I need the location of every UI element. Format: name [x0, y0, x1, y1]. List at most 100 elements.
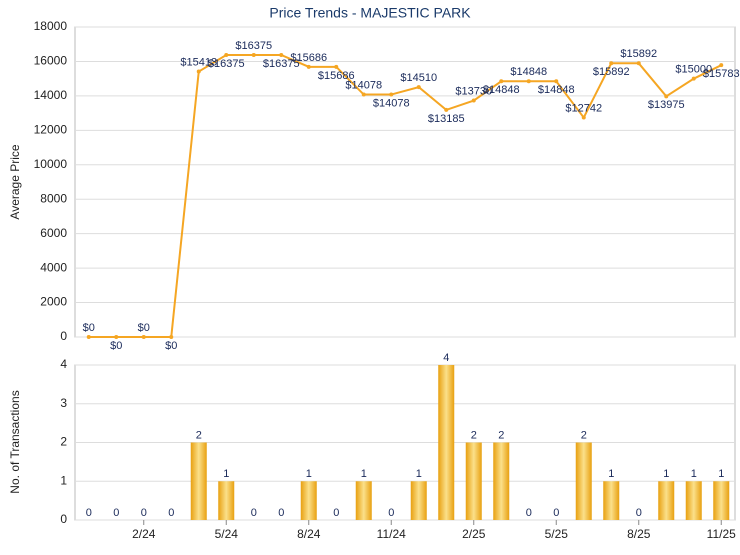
- y-tick-label: 3: [60, 396, 67, 410]
- data-label: 1: [663, 468, 669, 480]
- y-tick-label: 0: [60, 329, 67, 343]
- data-label: $16375: [235, 40, 272, 52]
- bar: [493, 442, 510, 520]
- point: [251, 52, 256, 57]
- point: [279, 52, 284, 57]
- data-label: $15892: [620, 48, 657, 60]
- data-label: 0: [113, 507, 119, 519]
- point: [471, 98, 476, 103]
- data-label: 0: [278, 507, 284, 519]
- y-tick-label: 2: [60, 435, 67, 449]
- x-tick-label: 11/24: [377, 527, 406, 541]
- point: [141, 335, 146, 339]
- data-label: 2: [581, 429, 587, 441]
- data-label: $15686: [290, 52, 327, 64]
- y-tick-label: 12000: [34, 123, 68, 137]
- point: [444, 107, 449, 112]
- point: [664, 94, 669, 99]
- point: [554, 79, 559, 84]
- data-label: 0: [636, 507, 642, 519]
- point: [526, 79, 531, 84]
- x-tick-label: 2/24: [132, 527, 156, 541]
- data-label: 2: [471, 429, 477, 441]
- data-label: 0: [168, 507, 174, 519]
- data-label: 1: [223, 468, 229, 480]
- data-label: 0: [553, 507, 559, 519]
- point: [691, 76, 696, 81]
- data-label: $12742: [565, 102, 602, 114]
- y-tick-label: 1: [60, 473, 67, 487]
- data-label: $15000: [675, 64, 712, 76]
- bar: [410, 481, 427, 520]
- point: [719, 63, 724, 68]
- data-label: $14078: [345, 79, 382, 91]
- line: [88, 53, 722, 338]
- point: [499, 79, 504, 84]
- y-tick-label: 2000: [40, 295, 67, 309]
- data-label: $0: [110, 340, 122, 352]
- x-tick-label: 8/25: [627, 527, 651, 541]
- data-label: $0: [165, 340, 177, 352]
- data-label: 4: [443, 352, 449, 364]
- bar: [465, 442, 482, 520]
- data-label: $13975: [648, 99, 685, 111]
- point: [389, 92, 394, 97]
- y-tick-label: 6000: [40, 226, 67, 240]
- point: [636, 61, 641, 66]
- bar: [658, 481, 675, 520]
- y-tick-label: 14000: [34, 88, 68, 102]
- y-tick-label: 10000: [34, 157, 68, 171]
- bar: [300, 481, 317, 520]
- data-label: 0: [86, 507, 92, 519]
- data-label: $16375: [208, 58, 245, 70]
- data-label: 0: [251, 507, 257, 519]
- data-label: 2: [196, 429, 202, 441]
- point: [416, 85, 421, 90]
- bar: [355, 481, 372, 520]
- y-tick-label: 18000: [34, 19, 68, 33]
- point: [334, 64, 339, 69]
- y-tick-label: 0: [60, 512, 67, 526]
- data-label: $15783: [703, 68, 740, 80]
- data-label: 0: [388, 507, 394, 519]
- bar: [603, 481, 620, 520]
- data-label: $15892: [593, 66, 630, 78]
- y-axis-label: No. of Transactions: [8, 390, 22, 493]
- data-label: $13730: [455, 85, 492, 97]
- y-tick-label: 4: [60, 357, 67, 371]
- data-label: $16375: [263, 58, 300, 70]
- y-axis-label: Average Price: [8, 144, 22, 219]
- data-label: $0: [138, 322, 150, 334]
- data-label: $15686: [318, 70, 355, 82]
- data-label: $13185: [428, 113, 465, 125]
- y-tick-label: 16000: [34, 54, 68, 68]
- data-label: $14510: [400, 72, 437, 84]
- data-label: 1: [416, 468, 422, 480]
- point: [361, 92, 366, 97]
- data-label: 1: [608, 468, 614, 480]
- data-label: $14078: [373, 97, 410, 109]
- data-label: 0: [141, 507, 147, 519]
- point: [169, 335, 174, 339]
- bar: [575, 442, 592, 520]
- x-tick-label: 2/25: [462, 527, 486, 541]
- chart-title: Price Trends - MAJESTIC PARK: [269, 5, 471, 21]
- point: [86, 335, 91, 339]
- data-label: $0: [83, 322, 95, 334]
- point: [306, 64, 311, 69]
- bar: [190, 442, 207, 520]
- data-label: 0: [526, 507, 532, 519]
- data-label: 1: [691, 468, 697, 480]
- y-tick-label: 8000: [40, 191, 67, 205]
- point: [196, 69, 201, 74]
- data-label: 2: [498, 429, 504, 441]
- data-label: $14848: [483, 84, 520, 96]
- x-tick-label: 8/24: [297, 527, 321, 541]
- data-label: 1: [718, 468, 724, 480]
- x-tick-label: 11/25: [707, 527, 736, 541]
- point: [609, 61, 614, 66]
- data-label: $15413: [180, 56, 217, 68]
- bar: [438, 365, 455, 520]
- bar: [713, 481, 730, 520]
